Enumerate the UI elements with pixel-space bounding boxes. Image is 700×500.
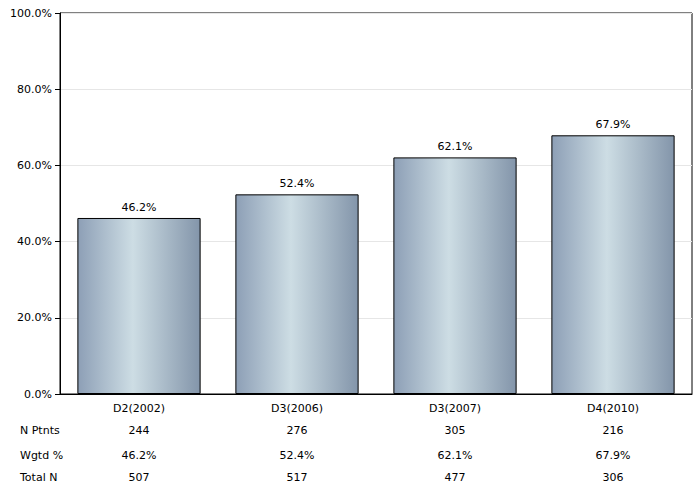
svg-text:100.0%: 100.0%: [10, 7, 52, 20]
svg-text:62.1%: 62.1%: [438, 140, 473, 153]
svg-text:67.9%: 67.9%: [596, 118, 631, 131]
svg-text:46.2%: 46.2%: [122, 201, 157, 214]
svg-text:46.2%: 46.2%: [122, 449, 157, 462]
svg-text:D2(2002): D2(2002): [113, 402, 165, 415]
svg-text:60.0%: 60.0%: [17, 159, 52, 172]
svg-text:52.4%: 52.4%: [280, 449, 315, 462]
svg-text:507: 507: [129, 471, 150, 484]
svg-text:52.4%: 52.4%: [280, 177, 315, 190]
svg-text:D3(2006): D3(2006): [271, 402, 323, 415]
svg-text:Total N: Total N: [19, 471, 57, 484]
svg-text:D3(2007): D3(2007): [429, 402, 481, 415]
svg-text:20.0%: 20.0%: [17, 311, 52, 324]
svg-text:67.9%: 67.9%: [596, 449, 631, 462]
svg-text:D4(2010): D4(2010): [587, 402, 639, 415]
svg-text:N Ptnts: N Ptnts: [20, 424, 60, 437]
svg-text:0.0%: 0.0%: [24, 388, 52, 401]
svg-text:80.0%: 80.0%: [17, 83, 52, 96]
svg-text:40.0%: 40.0%: [17, 235, 52, 248]
svg-text:276: 276: [287, 424, 308, 437]
svg-text:62.1%: 62.1%: [438, 449, 473, 462]
svg-text:305: 305: [445, 424, 466, 437]
svg-text:517: 517: [287, 471, 308, 484]
svg-text:216: 216: [603, 424, 624, 437]
svg-text:477: 477: [445, 471, 466, 484]
svg-text:244: 244: [129, 424, 150, 437]
svg-text:Wgtd %: Wgtd %: [20, 449, 63, 462]
svg-text:306: 306: [603, 471, 624, 484]
